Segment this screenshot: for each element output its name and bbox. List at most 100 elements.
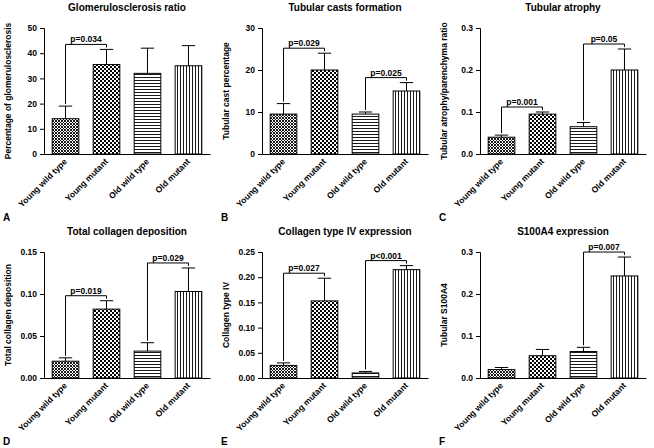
x-axis-line: [481, 154, 647, 155]
error-bar-cap: [318, 278, 331, 279]
bracket-line: [583, 252, 624, 345]
y-tick-mark: [40, 104, 44, 105]
error-bar-stem: [624, 49, 625, 70]
error-bar-cap: [277, 362, 290, 363]
y-tick: 0.1: [461, 107, 480, 117]
x-tick: Young mutant: [281, 378, 328, 427]
y-axis: 0.000.050.100.15: [20, 247, 44, 383]
error-bar-stem: [65, 358, 66, 361]
y-tick-label: 0.25: [238, 247, 255, 257]
y-tick-mark: [40, 154, 44, 155]
y-tick-label: 40: [28, 48, 38, 58]
x-tick-label: Old mutant: [589, 156, 628, 195]
error-bar-stem: [324, 53, 325, 70]
plot: 0.000.050.100.15Young wild typeYoung mut…: [3, 247, 211, 433]
y-tick-label: 0.0: [461, 373, 473, 383]
x-tick: Young mutant: [499, 378, 546, 427]
y-tick-mark: [40, 129, 44, 130]
y-tick: 0.10: [238, 323, 262, 333]
bracket-line: [365, 261, 406, 370]
error-bar-cap: [141, 48, 154, 49]
error-bar-stem: [147, 48, 148, 73]
y-axis-line: [476, 29, 481, 155]
error-bar: [359, 371, 372, 373]
x-tick: Young wild type: [16, 378, 69, 433]
bar: [529, 114, 556, 154]
error-bar: [495, 368, 508, 370]
error-bar-cap: [318, 53, 331, 54]
error-bar: [400, 83, 413, 91]
x-tick-label: Old mutant: [589, 380, 628, 419]
title: S100A4 expression: [517, 226, 609, 237]
error-bar: [536, 112, 549, 114]
error-bar-stem: [583, 123, 584, 127]
bracket-line: [284, 48, 325, 101]
y-tick-label: 0: [250, 149, 255, 159]
y-tick-mark: [476, 294, 480, 295]
y-axis: 01020304050: [28, 23, 45, 159]
y-tick-mark: [476, 336, 480, 337]
y-tick: 0.3: [461, 23, 480, 33]
x-tick: Young wild type: [16, 154, 69, 209]
y-tick: 0.0: [461, 149, 480, 159]
y-tick: 0.10: [20, 289, 44, 299]
y-tick-label: 0.05: [20, 331, 37, 341]
bar: [352, 373, 379, 378]
error-bar: [182, 46, 195, 66]
panel-label: C: [439, 212, 446, 223]
p-value: p=0.034: [70, 34, 102, 44]
bar: [134, 73, 161, 154]
error-bar: [577, 347, 590, 351]
y-tick-mark: [258, 378, 262, 379]
bar: [311, 70, 338, 154]
x-tick-label: Old wild type: [543, 156, 588, 201]
p-value: p=0.001: [506, 97, 538, 107]
y-axis-title: Collagen type IV: [221, 282, 231, 348]
error-bar-cap: [59, 106, 72, 107]
y-tick-mark: [258, 277, 262, 278]
panel: 0.00.10.20.3Young wild typeYoung mutantO…: [439, 226, 647, 447]
panel-label: B: [221, 212, 228, 223]
y-tick-label: 0.1: [461, 107, 473, 117]
error-bar-stem: [283, 104, 284, 115]
x-tick: Young wild type: [234, 154, 287, 209]
error-bar-cap: [100, 300, 113, 301]
bar: [488, 137, 515, 154]
error-bar: [277, 363, 290, 366]
p-value: p=0.025: [370, 68, 402, 78]
significance-bracket: p=0.025: [365, 68, 406, 110]
error-bar: [318, 278, 331, 301]
significance-bracket: p=0.001: [502, 97, 543, 133]
x-tick: Old wild type: [543, 378, 588, 425]
y-tick-mark: [258, 28, 262, 29]
y-tick-label: 30: [246, 23, 256, 33]
p-value: p=0.019: [70, 286, 102, 296]
title: Collagen type IV expression: [278, 226, 411, 237]
error-bar-stem: [106, 49, 107, 64]
p-value: p=0.029: [288, 38, 320, 48]
plot: 0.000.050.100.150.200.25Young wild typeY…: [221, 247, 429, 433]
panel-label: E: [221, 436, 228, 447]
error-bar: [495, 135, 508, 137]
x-tick-label: Old mutant: [153, 380, 192, 419]
y-axis: 0.00.10.20.3: [461, 247, 480, 383]
panel: 0.000.050.100.15Young wild typeYoung mut…: [3, 226, 211, 447]
error-bar-cap: [536, 112, 549, 113]
y-axis: 0102030: [246, 23, 263, 159]
error-bar: [577, 123, 590, 127]
error-bar: [100, 49, 113, 64]
bracket-line: [365, 78, 406, 110]
error-bar: [141, 48, 154, 73]
significance-bracket: p=0.007: [583, 242, 624, 345]
error-bar-cap: [577, 122, 590, 123]
y-axis: 0.00.10.20.3: [461, 23, 480, 159]
y-tick-mark: [476, 154, 480, 155]
y-tick-mark: [258, 353, 262, 354]
x-tick-label: Young mutant: [281, 380, 328, 427]
y-tick-label: 0.15: [238, 298, 255, 308]
bar: [270, 365, 297, 378]
y-tick-mark: [476, 112, 480, 113]
y-axis-title: Percentage of glomerulosclerosis: [3, 22, 13, 159]
y-tick-mark: [258, 252, 262, 253]
error-bar: [141, 343, 154, 351]
